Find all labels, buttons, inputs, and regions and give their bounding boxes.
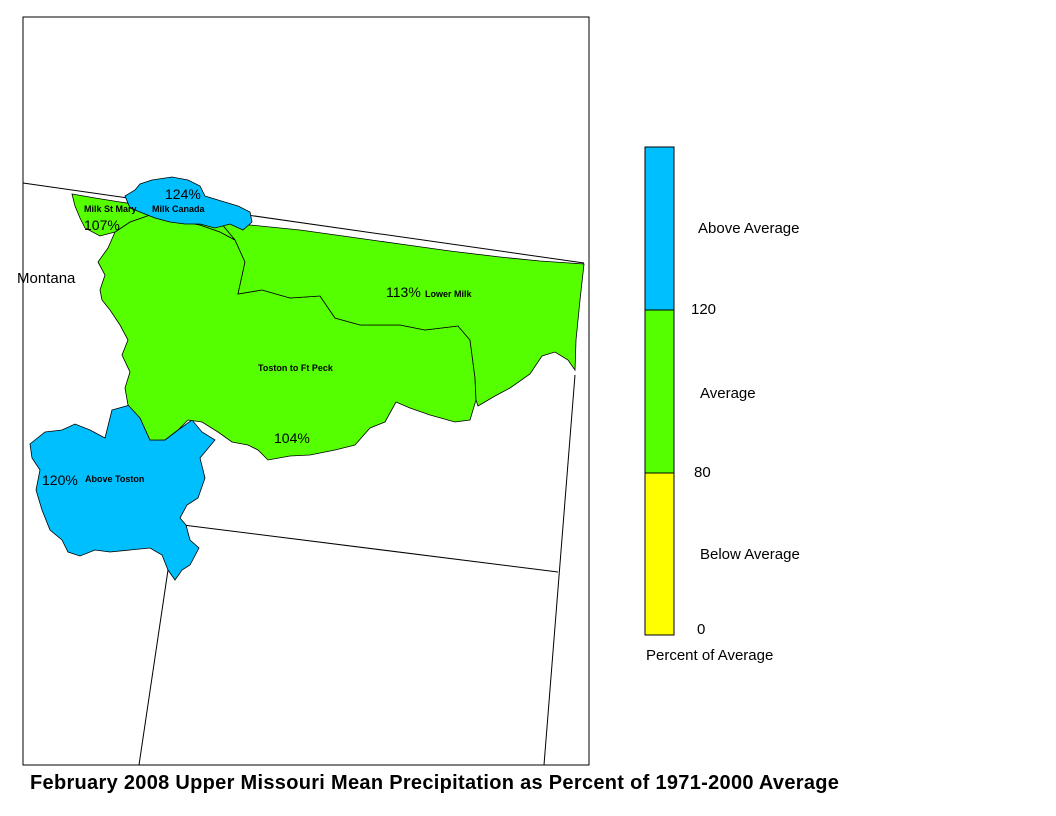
legend-title: Percent of Average: [646, 647, 774, 664]
basin-label-toston-ft-peck: Toston to Ft Peck: [258, 363, 334, 373]
map-title: February 2008 Upper Missouri Mean Precip…: [30, 772, 840, 794]
basin-label-above-toston: Above Toston: [85, 474, 144, 484]
percent-label-milk-st-mary: 107%: [84, 217, 120, 233]
basin-above-toston[interactable]: [29, 404, 216, 581]
legend-swatch-below-average: [644, 472, 675, 636]
legend-break-0: 0: [697, 621, 706, 638]
percent-label-toston-ft-peck: 104%: [274, 430, 310, 446]
basin-name-labels: Milk St Mary Milk Canada Lower Milk Tost…: [84, 204, 473, 484]
percent-label-above-toston: 120%: [42, 472, 78, 488]
basin-label-milk-canada: Milk Canada: [152, 204, 206, 214]
legend-swatch-above-average: [644, 146, 675, 311]
basin-label-milk-st-mary: Milk St Mary: [84, 204, 137, 214]
legend-break-80: 80: [694, 464, 711, 481]
legend-label-above-average: Above Average: [698, 220, 800, 237]
basin-label-lower-milk: Lower Milk: [425, 289, 473, 299]
legend-swatch-average: [644, 309, 675, 474]
percent-label-milk-canada: 124%: [165, 186, 201, 202]
basin-milk-canada[interactable]: [124, 176, 253, 231]
percent-label-lower-milk: 113%: [386, 284, 421, 300]
state-boundaries: [22, 182, 585, 766]
legend-label-below-average: Below Average: [700, 546, 800, 563]
legend-label-average: Average: [700, 385, 756, 402]
basin-lower-milk[interactable]: [219, 221, 585, 407]
legend-colorbar: [644, 146, 675, 636]
state-label-montana: Montana: [17, 270, 76, 287]
basin-percent-labels: 107% 124% 113% 104% 120%: [42, 186, 421, 488]
legend-break-120: 120: [691, 301, 717, 318]
